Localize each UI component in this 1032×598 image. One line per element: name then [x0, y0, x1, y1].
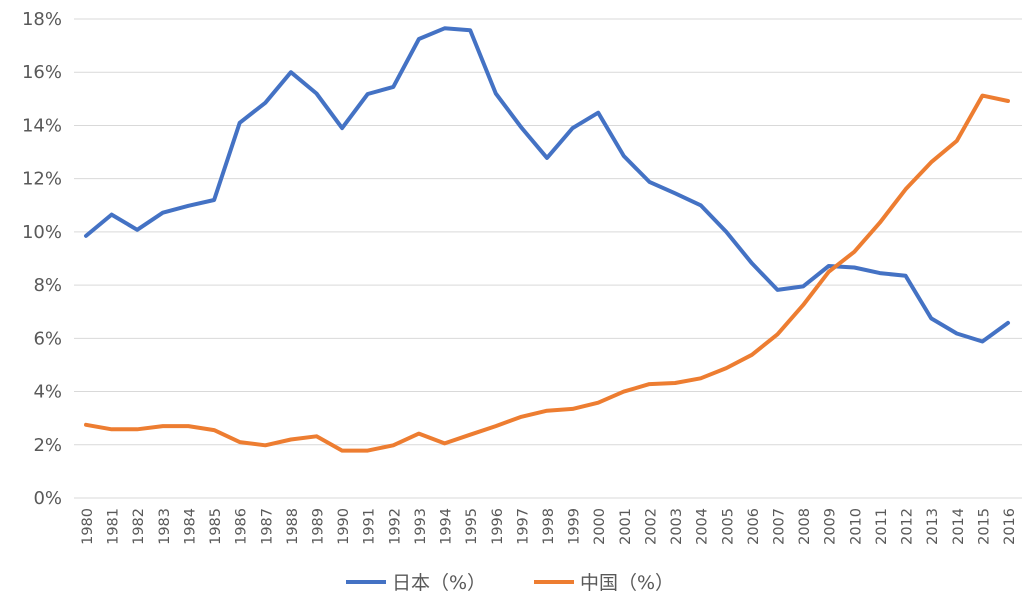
series-line-1	[84, 93, 1010, 453]
x-tick-label: 1993	[413, 508, 429, 545]
x-tick-label: 1983	[157, 508, 173, 545]
x-tick-label: 1980	[80, 508, 96, 545]
y-tick-label: 2%	[33, 435, 62, 456]
x-tick-label: 1981	[106, 508, 122, 545]
x-tick-label: 2009	[823, 508, 839, 545]
gridlines	[74, 18, 1022, 499]
legend-label: 中国（%）	[580, 572, 674, 594]
x-tick-label: 1994	[439, 508, 455, 545]
x-tick-label: 2011	[874, 508, 890, 545]
x-axis-ticks: 1980 1981 1982 1983 1984 1985 1986 1987 1988 1989…	[80, 508, 1018, 545]
x-tick-label: 1987	[259, 508, 275, 545]
x-tick-label: 2004	[695, 508, 711, 545]
x-tick-label: 2013	[925, 508, 941, 545]
y-tick-label: 10%	[22, 222, 62, 243]
x-tick-label: 2000	[592, 508, 608, 545]
y-tick-label: 14%	[22, 115, 62, 136]
y-tick-label: 12%	[22, 169, 62, 190]
x-tick-label: 2001	[618, 508, 634, 545]
series-lines	[84, 26, 1010, 453]
x-tick-label: 1985	[208, 508, 224, 545]
x-tick-label: 1999	[567, 508, 583, 545]
y-axis-ticks: 0% 2% 4% 6% 8% 10% 12% 14% 16% 18%	[22, 9, 62, 509]
x-tick-label: 1997	[515, 508, 531, 545]
x-tick-label: 1982	[131, 508, 147, 545]
y-tick-label: 18%	[22, 9, 62, 30]
x-tick-label: 1996	[490, 508, 506, 545]
x-tick-label: 2008	[797, 508, 813, 545]
x-tick-label: 1989	[311, 508, 327, 545]
x-tick-label: 2007	[772, 508, 788, 545]
x-tick-label: 2012	[900, 508, 916, 545]
x-tick-label: 1986	[234, 508, 250, 545]
x-tick-label: 2005	[720, 508, 736, 545]
x-tick-label: 2003	[669, 508, 685, 545]
x-tick-label: 1984	[182, 508, 198, 545]
x-tick-label: 2002	[643, 508, 659, 545]
y-tick-label: 8%	[33, 275, 62, 296]
x-tick-label: 2006	[746, 508, 762, 545]
x-tick-label: 1988	[285, 508, 301, 545]
y-tick-label: 0%	[33, 488, 62, 509]
legend: 日本（%） 中国（%）	[346, 572, 674, 594]
x-tick-label: 1998	[541, 508, 557, 545]
x-tick-label: 1991	[362, 508, 378, 545]
x-tick-label: 2016	[1002, 508, 1018, 545]
x-tick-label: 1990	[336, 508, 352, 545]
x-tick-label: 2014	[951, 508, 967, 545]
legend-label: 日本（%）	[392, 572, 486, 594]
x-tick-label: 2010	[848, 508, 864, 545]
x-tick-label: 2015	[976, 508, 992, 545]
y-tick-label: 4%	[33, 382, 62, 403]
series-line-0	[84, 26, 1010, 344]
x-tick-label: 1992	[387, 508, 403, 545]
y-tick-label: 6%	[33, 328, 62, 349]
x-tick-label: 1995	[464, 508, 480, 545]
y-tick-label: 16%	[22, 62, 62, 83]
